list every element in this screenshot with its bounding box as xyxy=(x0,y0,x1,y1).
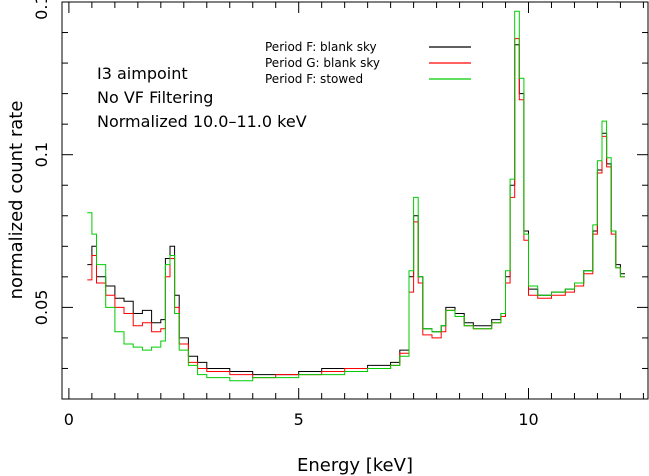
y-axis-title: normalized count rate xyxy=(6,101,27,300)
x-tick-label: 5 xyxy=(294,410,304,429)
legend: Period F: blank sky Period G: blank sky … xyxy=(265,40,471,86)
annotation-filtering: No VF Filtering xyxy=(97,88,213,107)
legend-label: Period G: blank sky xyxy=(265,56,380,70)
annotation-normalization: Normalized 10.0–11.0 keV xyxy=(97,112,307,131)
annotation-aimpoint: I3 aimpoint xyxy=(97,64,188,83)
legend-label: Period F: blank sky xyxy=(265,40,377,54)
series-layer xyxy=(87,10,625,382)
series-line xyxy=(87,10,625,382)
plot-frame xyxy=(61,1,649,400)
y-tick-label: 0.05 xyxy=(32,290,51,326)
x-tick-label: 10 xyxy=(518,410,538,429)
y-tick-label: 0.1 xyxy=(32,142,51,167)
axis-ticks xyxy=(62,1,648,400)
x-axis-title: Energy [keV] xyxy=(297,455,413,476)
legend-label: Period F: stowed xyxy=(265,72,363,86)
x-tick-label: 0 xyxy=(64,410,74,429)
y-tick-label: 0.15 xyxy=(32,0,51,20)
